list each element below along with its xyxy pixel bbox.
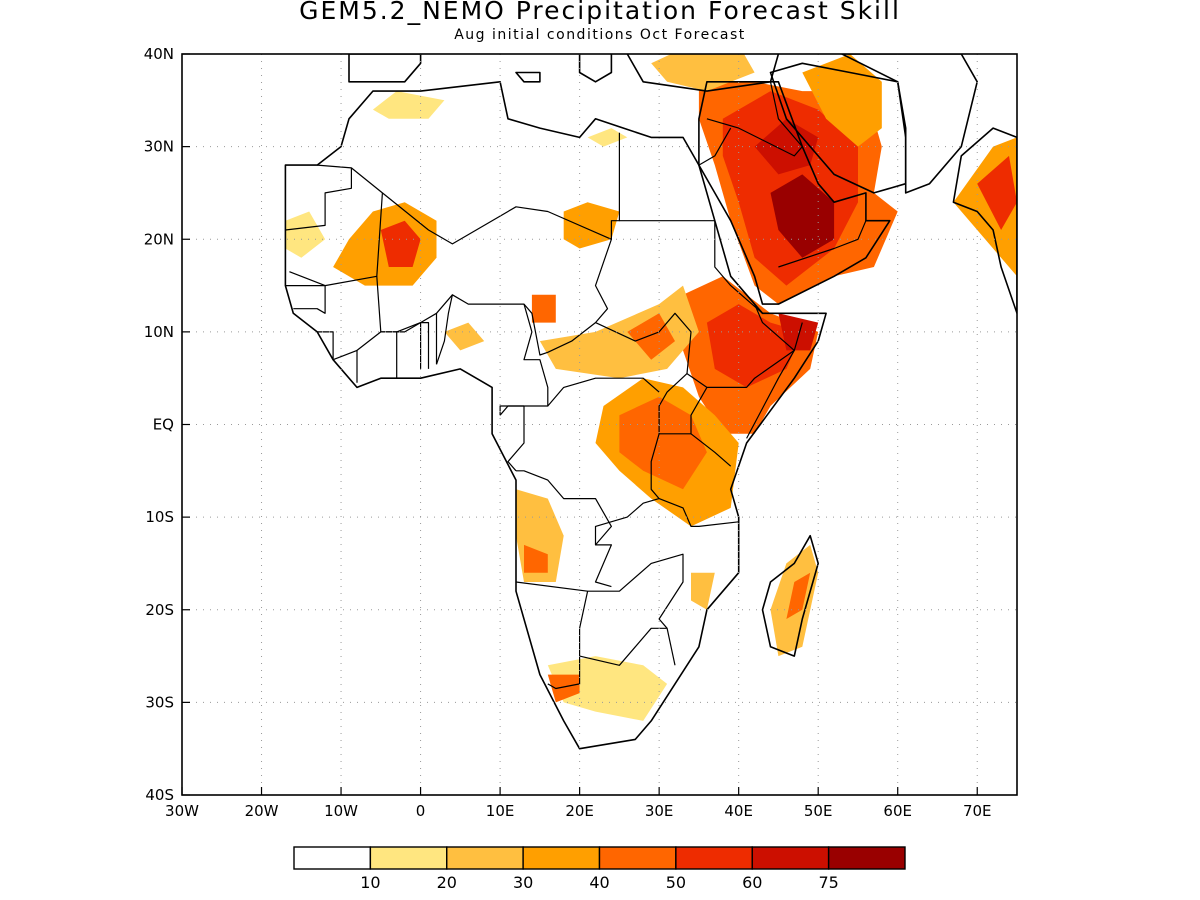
skill-region-east-africa-core: [619, 396, 707, 490]
colorbar-swatch: [751, 846, 830, 870]
colorbar: 10 20 30 40 50 60 75: [293, 846, 906, 892]
skill-region-sahel-west-core: [380, 220, 421, 267]
skill-region-ethiopia-core: [706, 304, 803, 388]
x-tick-label: 30E: [645, 802, 674, 820]
colorbar-label: 20: [437, 873, 457, 892]
skill-region-namibia-spot: [547, 674, 580, 703]
x-tick-label: 0: [416, 802, 426, 820]
colorbar-swatch: [675, 846, 753, 870]
country-border: [289, 192, 383, 287]
x-tick-label: 70E: [963, 802, 992, 820]
x-tick-label: 30W: [165, 802, 199, 820]
skill-region-sudan-core: [627, 313, 675, 360]
country-border: [435, 294, 453, 365]
coastline-europe-balkans: [578, 54, 613, 83]
skill-region-india-core: [977, 155, 1017, 230]
colorbar-swatch: [827, 846, 906, 870]
skill-region-chad-spot: [531, 294, 556, 323]
colorbar-label: 50: [666, 873, 686, 892]
y-tick-label: 40N: [144, 45, 174, 63]
country-border: [579, 627, 676, 666]
country-border: [778, 220, 867, 268]
y-tick-label: 20S: [145, 601, 174, 619]
x-tick-label: 40E: [724, 802, 753, 820]
country-border-layer: [285, 81, 867, 690]
colorbar-label: 30: [513, 873, 533, 892]
coastline-central-asia: [841, 54, 979, 194]
coastline-turkey: [626, 54, 780, 92]
skill-shading-layer: [285, 54, 1017, 721]
colorbar-swatch: [522, 846, 601, 870]
country-border: [285, 167, 352, 231]
coastline-madagascar: [761, 534, 820, 657]
y-tick-label: 10N: [144, 323, 174, 341]
skill-region-madagascar-core: [786, 572, 811, 619]
country-border: [515, 553, 684, 629]
coastline-africa: [284, 81, 827, 750]
skill-region-sudan-band: [539, 285, 699, 379]
colorbar-label: 60: [742, 873, 762, 892]
x-tick-label: 60E: [883, 802, 912, 820]
skill-region-arabia-peak: [754, 118, 819, 175]
country-border: [376, 239, 612, 356]
coastline-iberia: [348, 54, 422, 83]
skill-region-mauritania: [285, 211, 326, 258]
y-tick-label: EQ: [153, 416, 174, 434]
country-border: [317, 331, 358, 383]
country-border: [658, 498, 739, 528]
skill-region-angola-core: [524, 544, 548, 573]
y-tick-label: 40S: [145, 786, 174, 804]
x-tick-label: 10E: [486, 802, 515, 820]
country-border: [746, 303, 795, 439]
country-border: [285, 285, 326, 314]
skill-region-iran: [802, 54, 882, 147]
colorbar-label: 75: [818, 873, 838, 892]
colorbar-swatch: [598, 846, 677, 870]
chart-subtitle: Aug initial conditions Oct Forecast: [454, 27, 746, 43]
y-tick-label: 20N: [144, 230, 174, 248]
country-border: [507, 406, 525, 472]
country-border: [706, 81, 803, 157]
y-tick-label: 10S: [145, 508, 174, 526]
skill-region-morocco-coast: [372, 91, 445, 119]
country-border: [356, 331, 398, 379]
y-tick-label: 30S: [145, 693, 174, 711]
y-tick-label: 30N: [144, 138, 174, 156]
x-tick-label: 50E: [804, 802, 833, 820]
x-tick-label: 20E: [565, 802, 594, 820]
chart-title: GEM5.2_NEMO Precipitation Forecast Skill: [299, 0, 901, 25]
colorbar-label: 40: [589, 873, 609, 892]
skill-region-south-africa: [547, 656, 668, 721]
x-tick-label: 10W: [324, 802, 358, 820]
country-border: [698, 127, 732, 166]
x-tick-label: 20W: [245, 802, 279, 820]
skill-region-nigeria-spot: [444, 322, 485, 351]
colorbar-swatch: [369, 846, 448, 870]
coastline-india: [952, 127, 1017, 315]
country-border: [317, 132, 621, 245]
skill-region-mozambique: [691, 572, 715, 610]
axis-layer: 30W 20W 10W 0 10E 20E 30E 40E 50E 60E 70E 40N 30N 20N…: [144, 45, 992, 820]
country-border: [499, 405, 524, 416]
country-border: [714, 220, 763, 314]
skill-region-libya-spot: [587, 128, 628, 147]
colorbar-swatch: [446, 846, 524, 870]
country-border: [547, 377, 660, 407]
coastline-italy-sicily: [515, 71, 541, 83]
colorbar-swatch: [293, 846, 372, 870]
country-border: [516, 470, 613, 546]
coastline-arabia: [698, 81, 891, 305]
country-border: [594, 373, 688, 588]
country-border: [420, 322, 430, 369]
colorbar-label: 10: [360, 873, 380, 892]
coastline-layer: [284, 54, 1017, 750]
